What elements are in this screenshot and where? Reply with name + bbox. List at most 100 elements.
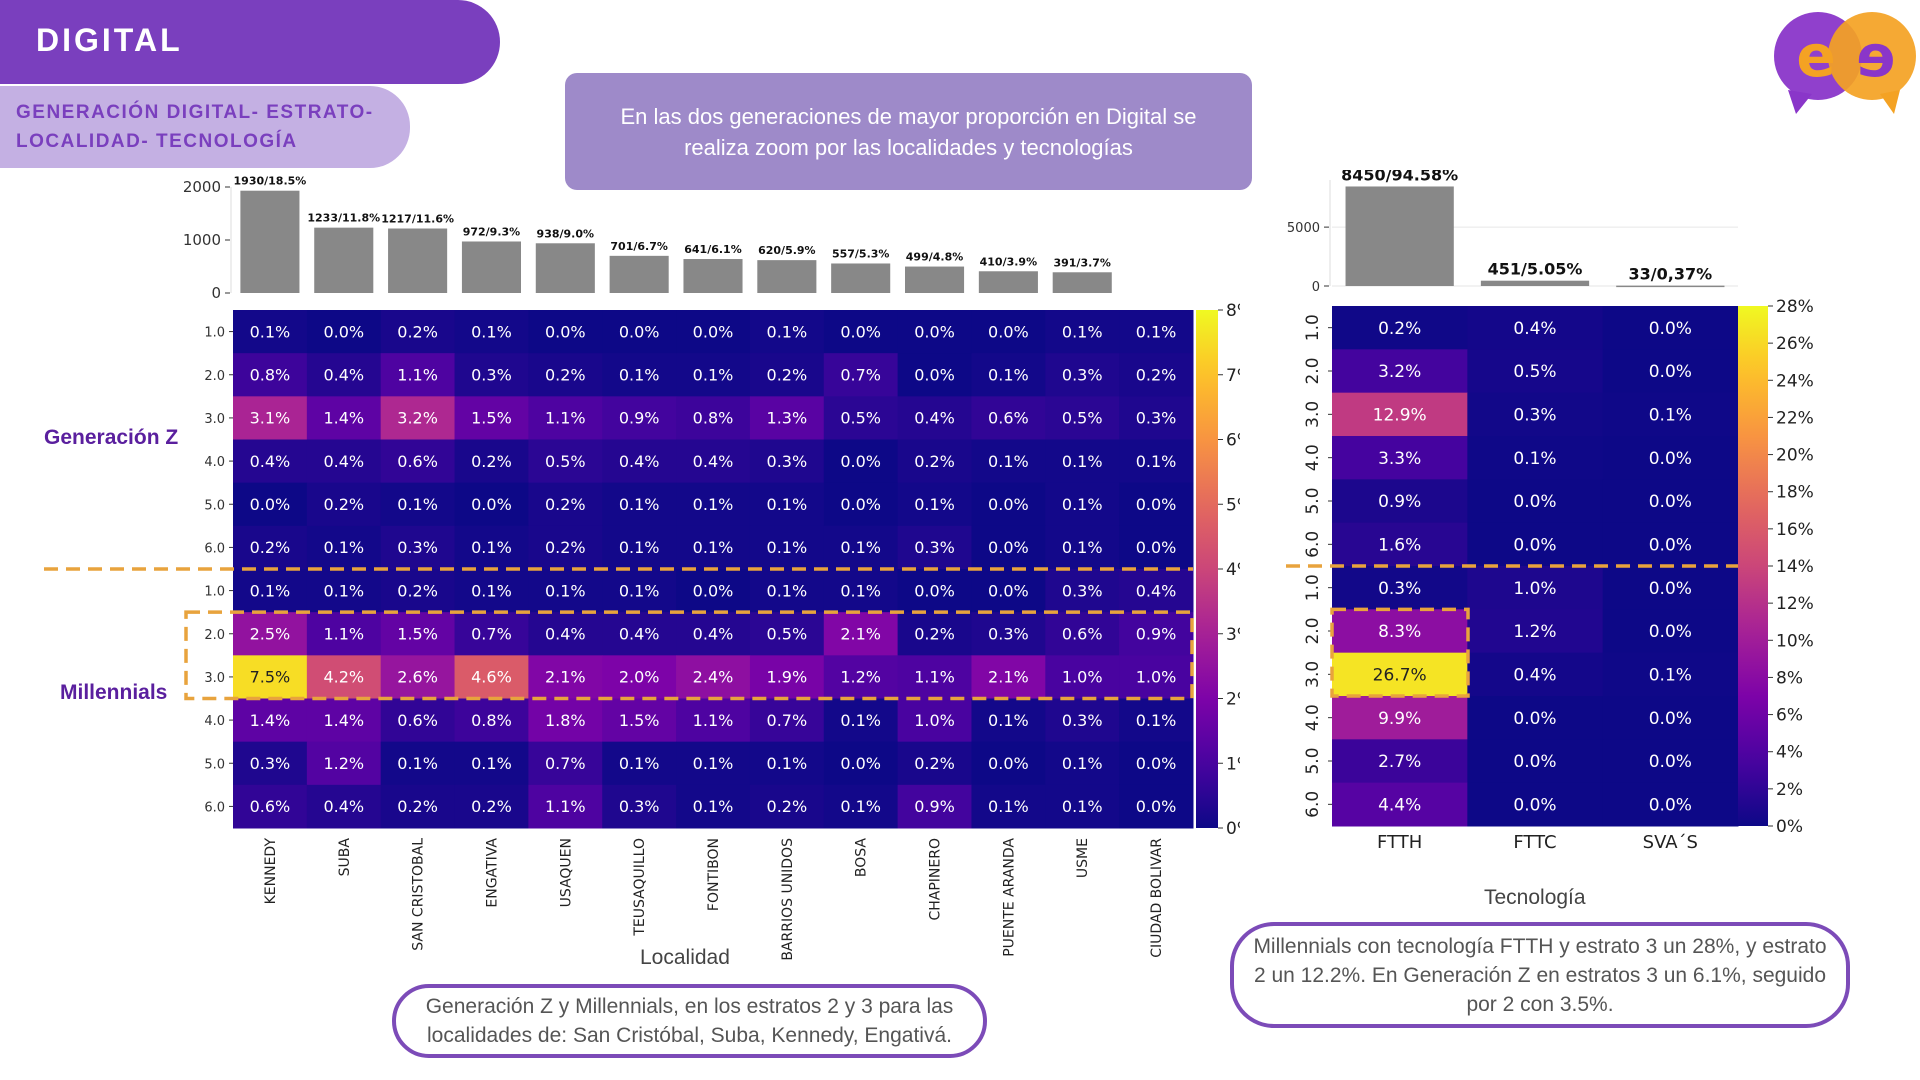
cell-label: 0.3% [471,366,512,385]
heatmap-cell [676,569,751,613]
heatmap-cell [971,439,1046,484]
heatmap-cell [971,698,1046,743]
heatmap-cell [1467,652,1604,697]
cell-label: 0.1% [471,322,512,341]
heatmap-cell [1332,609,1468,654]
cell-label: 0.0% [250,495,291,514]
bar-axis-tick: 0 [1312,280,1320,295]
heatmap-cell [1332,696,1468,740]
cell-label: 0.3% [1062,711,1103,730]
note-left: Generación Z y Millennials, en los estra… [392,984,987,1058]
heatmap-cell [1467,436,1604,480]
colorbar-tick: 4% [1776,743,1803,763]
bar [757,260,817,293]
label-millennials: Millennials [60,681,168,704]
heatmap-cell [380,741,456,786]
column-label: ENGATIVA [484,838,500,908]
cell-label: 0.2% [1378,319,1421,339]
heatmap-cell [1119,569,1194,613]
heatmap-cell [1467,566,1604,610]
cell-label: 0.0% [840,495,881,514]
heatmap-cell [233,525,308,570]
row-label: 4.0 [1303,444,1323,471]
row-label: 5.0 [1303,487,1323,514]
column-label: PUENTE ARANDA [1001,838,1017,957]
heatmap-cell [897,741,972,786]
bar-label: 499/4.8% [906,251,964,264]
cell-label: 1.1% [397,366,438,385]
cell-label: 0.0% [1649,319,1692,339]
heatmap-cell [897,698,972,743]
colorbar-tick: 28% [1776,297,1814,317]
cell-label: 0.2% [397,322,438,341]
heatmap-cell [749,439,825,484]
cell-label: 1.0% [1062,668,1103,687]
column-label: TEUSAQUILLO [632,838,648,937]
heatmap-cell [1119,741,1194,786]
cell-label: 12.9% [1373,405,1427,425]
heatmap-cell [971,310,1046,354]
heatmap-cell [306,439,382,484]
cell-label: 0.1% [1136,322,1177,341]
bar [905,266,965,293]
row-label: 6.0 [1303,791,1323,818]
heatmap-cell [233,353,308,397]
colorbar-tick: 18% [1776,483,1814,503]
cell-label: 0.0% [1649,709,1692,729]
heatmap-cell [676,784,751,829]
cell-label: 0.1% [1062,538,1103,557]
heatmap-cell [1332,479,1468,524]
heatmap-cell [602,310,677,354]
highlight-box [184,610,1194,701]
bar [609,255,669,293]
heatmap-cell [1119,612,1194,656]
heatmap-cell [380,655,456,699]
brand-logo: e ɘ [1760,10,1920,115]
heatmap-cell [749,784,825,829]
cell-label: 0.8% [250,366,291,385]
heatmap-cell [528,569,603,613]
cell-label: 0.0% [1513,535,1556,555]
cell-label: 0.1% [471,581,512,600]
cell-label: 0.0% [1649,449,1692,469]
heatmap-cell [676,396,751,440]
cell-label: 0.0% [988,495,1029,514]
cell-label: 0.2% [545,495,586,514]
row-label: 4.0 [204,714,225,729]
heatmap-cell [233,396,308,440]
cell-label: 0.6% [1062,625,1103,644]
colorbar-tick: 14% [1776,557,1814,577]
heatmap-cell [823,525,899,570]
cell-label: 0.0% [323,322,364,341]
heatmap-cell [749,310,825,354]
xlabel-tecnologia: Tecnología [1484,886,1586,909]
heatmap-cell [1045,612,1120,656]
heatmap-cell [1602,392,1739,437]
cell-label: 0.1% [693,754,734,773]
heatmap-cell [1332,349,1468,394]
cell-label: 1.1% [545,409,586,428]
heatmap-cell [971,741,1046,786]
heatmap-cell [528,655,603,699]
cell-label: 0.0% [1649,535,1692,555]
heatmap-cell [676,439,751,484]
colorbar-tick: 1% [1226,754,1240,774]
bar [314,227,374,293]
cell-label: 26.7% [1373,665,1427,685]
bar-label: 1217/11.6% [381,212,454,225]
heatmap-cell [676,741,751,786]
cell-label: 0.0% [1136,538,1177,557]
bar-axis-tick: 0 [211,284,221,302]
heatmap-cell [897,525,972,570]
row-label: 6.0 [1303,531,1323,558]
heatmap-cell [971,655,1046,699]
row-label: 3.0 [204,671,225,686]
bar-label: 451/5.05% [1488,260,1583,279]
heatmap-cell [1332,739,1468,784]
cell-label: 2.5% [250,625,291,644]
cell-label: 0.9% [914,797,955,816]
cell-label: 0.1% [1062,495,1103,514]
heatmap-cell [306,525,382,570]
colorbar-tick: 6% [1776,706,1803,726]
heatmap-cell [971,525,1046,570]
